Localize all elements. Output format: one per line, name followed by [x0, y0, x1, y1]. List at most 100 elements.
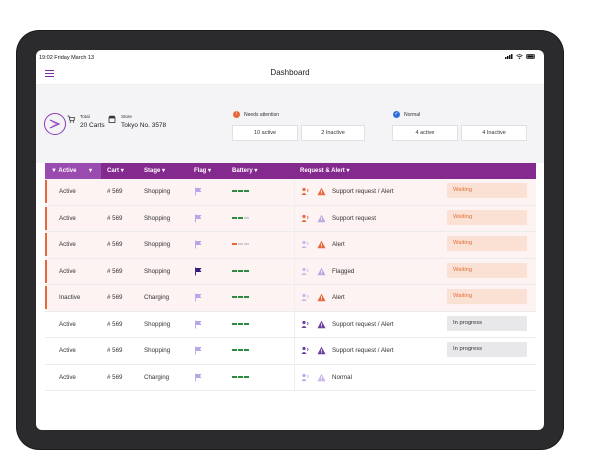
cell-active: Inactive [59, 294, 81, 301]
support-person-icon [301, 267, 309, 275]
column-flag[interactable]: Flag ▾ [188, 163, 226, 179]
needs-attention-group: ! Needs attention [233, 111, 279, 118]
status-badge[interactable]: Waiting [447, 289, 527, 304]
column-flag-label: Flag [194, 168, 207, 174]
support-person-icon [301, 187, 309, 195]
chevron-down-icon: ▾ [120, 168, 124, 174]
check-icon: ✓ [393, 111, 400, 118]
cell-cart: # 569 [107, 294, 123, 301]
chevron-down-icon: ▾ [162, 168, 166, 174]
support-person-icon [301, 346, 309, 354]
cell-request: Support request [332, 214, 377, 222]
cell-request: Normal [332, 373, 352, 381]
store-value: Tokyo No. 3578 [121, 122, 167, 129]
column-active-label: Active [58, 168, 77, 174]
column-cart[interactable]: Cart ▾ [101, 163, 138, 179]
cart-icon [67, 115, 75, 123]
support-person-icon [301, 320, 309, 328]
table-row[interactable]: Inactive # 569 Charging Alert Waiting [45, 285, 536, 312]
alert-triangle-icon [317, 373, 326, 381]
column-divider [294, 179, 295, 204]
chevron-down-icon: ▾ [89, 168, 93, 174]
normal-inactive-button[interactable]: 4 Inactive [461, 125, 527, 141]
battery-indicator [232, 216, 249, 219]
alert-triangle-icon [317, 293, 326, 302]
status-badge[interactable]: In progress [447, 342, 527, 357]
attention-marker [45, 233, 47, 256]
table-row[interactable]: Active # 569 Shopping Flagged Waiting [45, 258, 536, 285]
store-label: Store [121, 114, 132, 119]
column-divider [294, 338, 295, 363]
cell-stage: Charging [144, 294, 170, 301]
table-row[interactable]: Active # 569 Shopping Support request Waitin… [45, 205, 536, 232]
cell-stage: Shopping [144, 241, 171, 248]
support-person-icon [301, 373, 309, 381]
status-badge[interactable]: In progress [447, 315, 527, 331]
tablet-frame: 19:02 Friday March 13 Dashboard Total 20… [17, 31, 563, 449]
cell-request: Support request / Alert [332, 320, 394, 328]
status-time: 19:02 Friday March 13 [39, 55, 95, 61]
battery-indicator [232, 190, 249, 192]
normal-group: ✓ Normal [393, 111, 420, 118]
cell-active: Active [59, 320, 76, 328]
table-row[interactable]: Active # 569 Charging Normal [45, 364, 536, 391]
cell-stage: Shopping [144, 214, 171, 222]
table-header: ▼ Active ▾ Cart ▾ Stage ▾ Flag ▾ Battery… [45, 163, 536, 179]
flag-icon [195, 373, 202, 381]
status-bar: 19:02 Friday March 13 [36, 50, 544, 64]
total-label: Total [80, 114, 90, 119]
cell-stage: Charging [144, 373, 170, 381]
cell-active: Active [59, 373, 76, 381]
cell-cart: # 569 [107, 267, 123, 275]
column-divider [294, 232, 295, 257]
support-person-icon [301, 293, 309, 301]
attention-active-button[interactable]: 10 active [232, 125, 298, 141]
column-divider [294, 285, 295, 310]
column-divider [294, 258, 295, 284]
cell-request: Flagged [332, 267, 355, 275]
battery-indicator [232, 322, 249, 325]
store-icon [108, 115, 116, 123]
cell-stage: Shopping [144, 320, 171, 328]
column-active[interactable]: ▼ Active ▾ [45, 163, 101, 179]
alert-triangle-icon [317, 267, 326, 275]
attention-inactive-button[interactable]: 2 Inactive [301, 125, 365, 141]
normal-active-button[interactable]: 4 active [392, 125, 458, 141]
chevron-down-icon: ▾ [254, 168, 258, 174]
table-row[interactable]: Active # 569 Shopping Support request / Ale… [45, 179, 536, 206]
wifi-icon [516, 54, 523, 59]
nav-bar: Dashboard [36, 64, 544, 85]
page-title: Dashboard [270, 68, 310, 77]
signal-icon [505, 54, 513, 59]
column-request-alert[interactable]: Request & Alert ▾ [294, 163, 536, 179]
flag-icon [195, 187, 202, 196]
column-request-alert-label: Request & Alert [300, 168, 345, 174]
column-stage[interactable]: Stage ▾ [138, 163, 188, 179]
battery-status-icon [526, 54, 535, 59]
flag-icon [195, 240, 202, 249]
needs-attention-label: Needs attention [244, 111, 280, 118]
status-indicators [505, 54, 536, 59]
table-body: Active # 569 Shopping Support request / Ale… [45, 179, 536, 391]
status-badge[interactable]: Waiting [447, 183, 527, 198]
column-battery[interactable]: Battery ▾ [226, 163, 294, 179]
battery-indicator [232, 269, 249, 272]
cell-cart: # 569 [107, 214, 123, 222]
battery-indicator [232, 296, 249, 298]
cell-active: Active [59, 241, 76, 248]
table-row[interactable]: Active # 569 Shopping Alert Waiting [45, 232, 536, 259]
total-value: 20 Carts [80, 122, 105, 129]
flag-icon [195, 267, 202, 275]
cell-active: Active [59, 347, 76, 354]
status-badge[interactable]: Waiting [447, 262, 527, 278]
menu-icon[interactable] [45, 70, 54, 78]
chevron-down-icon: ▾ [346, 168, 350, 174]
battery-indicator [232, 375, 249, 378]
alert-triangle-icon [317, 187, 326, 196]
cell-stage: Shopping [144, 267, 171, 275]
table-row[interactable]: Active # 569 Shopping Support request / Ale… [45, 311, 536, 338]
table-row[interactable]: Active # 569 Shopping Support request / Ale… [45, 338, 536, 365]
status-badge[interactable]: Waiting [447, 209, 527, 225]
status-badge[interactable]: Waiting [447, 236, 527, 251]
attention-marker [45, 286, 47, 309]
